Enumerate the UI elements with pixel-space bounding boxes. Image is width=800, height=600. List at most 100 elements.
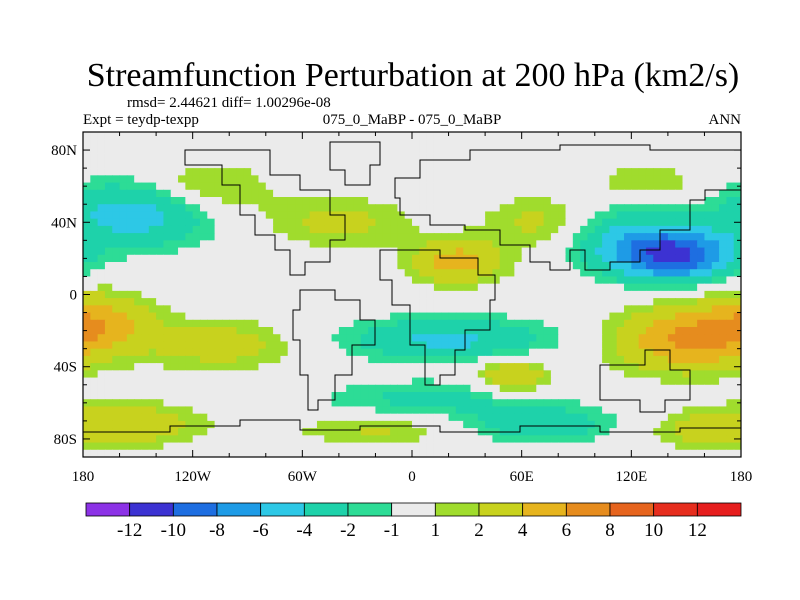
field-cell (185, 334, 194, 343)
field-cell (236, 449, 245, 457)
field-cell (521, 298, 530, 306)
field-cell (338, 168, 347, 176)
field-cell (295, 399, 303, 408)
field-cell (419, 420, 428, 429)
field-cell (565, 240, 574, 249)
field-cell (185, 406, 194, 415)
field-cell (141, 305, 150, 314)
field-cell (558, 211, 567, 220)
field-cell (192, 262, 201, 270)
field-cell (521, 283, 530, 292)
colorbar-swatch (303, 502, 349, 517)
field-cell (119, 290, 128, 299)
field-cell (229, 168, 238, 176)
field-cell (368, 254, 377, 263)
field-cell (587, 442, 596, 451)
field-cell (338, 269, 347, 278)
field-cell (470, 160, 479, 169)
field-cell (455, 334, 464, 343)
field-cell (214, 435, 223, 444)
field-cell (134, 269, 143, 278)
field-cell (719, 204, 727, 213)
field-cell (368, 175, 377, 184)
field-cell (97, 153, 106, 162)
field-cell (375, 175, 384, 184)
field-cell (485, 334, 494, 343)
field-cell (302, 428, 311, 436)
field-cell (199, 254, 208, 263)
field-cell (514, 420, 523, 429)
field-cell (382, 377, 391, 386)
field-cell (287, 312, 296, 321)
field-cell (97, 392, 106, 400)
field-cell (221, 204, 230, 213)
field-cell (682, 269, 691, 278)
field-cell (726, 319, 735, 328)
field-cell (704, 355, 713, 364)
field-cell (185, 348, 194, 357)
field-cell (521, 435, 530, 444)
field-cell (251, 139, 260, 148)
field-cell (528, 139, 537, 148)
field-cell (528, 160, 537, 169)
field-cell (229, 211, 238, 220)
field-cell (711, 312, 720, 321)
field-cell (448, 442, 457, 451)
field-cell (104, 370, 113, 379)
field-cell (550, 312, 559, 321)
field-cell (404, 406, 413, 415)
field-cell (148, 449, 157, 457)
field-cell (426, 377, 435, 386)
field-cell (477, 283, 486, 292)
field-cell (558, 399, 567, 408)
field-cell (602, 413, 610, 422)
field-cell (624, 218, 632, 227)
field-cell (265, 435, 274, 444)
field-cell (273, 204, 281, 213)
field-cell (178, 269, 186, 278)
field-cell (572, 406, 581, 415)
field-cell (302, 269, 311, 278)
field-cell (112, 392, 121, 400)
field-cell (528, 334, 537, 343)
field-cell (178, 384, 186, 393)
field-cell (302, 189, 311, 198)
field-cell (280, 298, 289, 306)
field-cell (528, 233, 537, 241)
field-cell (390, 428, 398, 436)
field-cell (90, 363, 99, 371)
field-cell (521, 355, 530, 364)
field-cell (602, 334, 610, 343)
field-cell (346, 327, 355, 335)
field-cell (719, 348, 727, 357)
field-cell (280, 428, 289, 436)
field-cell (448, 290, 457, 299)
field-cell (514, 334, 523, 343)
field-cell (199, 449, 208, 457)
field-cell (638, 160, 647, 169)
field-cell (543, 363, 552, 371)
field-cell (207, 428, 216, 436)
field-cell (287, 146, 296, 155)
field-cell (726, 435, 735, 444)
field-cell (280, 153, 289, 162)
field-cell (733, 305, 741, 314)
field-cell (148, 269, 157, 278)
field-cell (602, 146, 610, 155)
field-cell (645, 247, 654, 256)
field-cell (397, 377, 406, 386)
field-cell (199, 225, 208, 234)
field-cell (229, 449, 238, 457)
field-cell (258, 204, 267, 213)
field-cell (360, 363, 369, 371)
field-cell (134, 168, 143, 176)
field-cell (580, 413, 589, 422)
field-cell (309, 233, 318, 241)
field-cell (397, 160, 406, 169)
field-cell (404, 139, 413, 148)
field-cell (192, 428, 201, 436)
field-cell (324, 312, 333, 321)
field-cell (616, 262, 625, 270)
field-cell (463, 319, 472, 328)
field-cell (199, 233, 208, 241)
